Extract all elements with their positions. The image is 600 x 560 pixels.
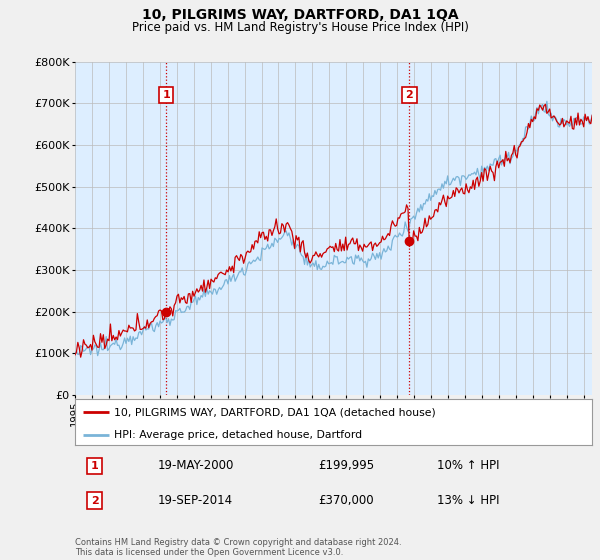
- Text: HPI: Average price, detached house, Dartford: HPI: Average price, detached house, Dart…: [114, 430, 362, 440]
- Text: 10% ↑ HPI: 10% ↑ HPI: [437, 459, 500, 473]
- Text: 1: 1: [163, 90, 170, 100]
- Text: 19-SEP-2014: 19-SEP-2014: [158, 494, 233, 507]
- Text: Price paid vs. HM Land Registry's House Price Index (HPI): Price paid vs. HM Land Registry's House …: [131, 21, 469, 34]
- Text: 13% ↓ HPI: 13% ↓ HPI: [437, 494, 500, 507]
- Text: 10, PILGRIMS WAY, DARTFORD, DA1 1QA (detached house): 10, PILGRIMS WAY, DARTFORD, DA1 1QA (det…: [114, 407, 436, 417]
- Text: Contains HM Land Registry data © Crown copyright and database right 2024.
This d: Contains HM Land Registry data © Crown c…: [75, 538, 401, 557]
- Text: 1: 1: [91, 461, 98, 471]
- Text: 10, PILGRIMS WAY, DARTFORD, DA1 1QA: 10, PILGRIMS WAY, DARTFORD, DA1 1QA: [142, 8, 458, 22]
- Text: 2: 2: [406, 90, 413, 100]
- Text: £370,000: £370,000: [318, 494, 374, 507]
- Text: £199,995: £199,995: [318, 459, 374, 473]
- Text: 2: 2: [91, 496, 98, 506]
- Text: 19-MAY-2000: 19-MAY-2000: [158, 459, 234, 473]
